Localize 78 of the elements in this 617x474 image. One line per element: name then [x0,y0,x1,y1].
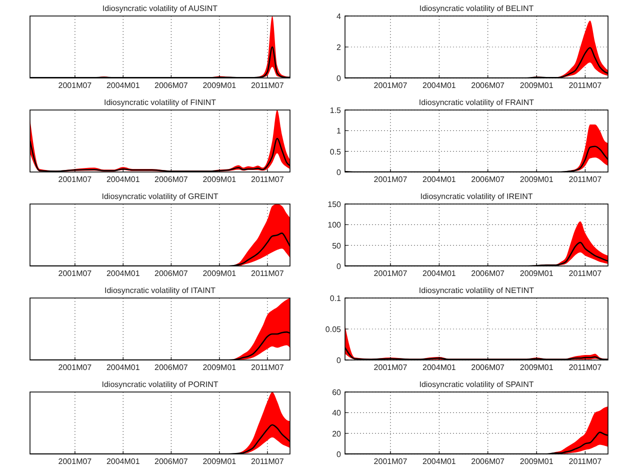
chart-title: Idiosyncratic volatility of IREINT [420,192,533,201]
y-tick-label: 0.5 [330,147,342,156]
x-tick-label: 2006M07 [154,457,188,466]
x-tick-label: 2009M01 [202,269,237,278]
x-tick-label: 2011M07 [568,81,602,90]
chart-title: Idiosyncratic volatility of AUSINT [102,4,218,13]
x-tick-label: 2006M07 [471,81,506,90]
x-tick-label: 2006M07 [471,457,506,466]
y-tick-label: 1.5 [330,106,342,115]
y-tick-label: 0 [336,262,342,271]
x-tick-label: 2011M07 [251,457,284,466]
x-tick-label: 2006M07 [154,363,188,372]
y-tick-label: 0 [336,74,342,83]
y-tick-label: 0.05 [325,325,342,334]
y-tick-label: 0 [336,356,342,365]
x-tick-label: 2004M01 [106,269,140,278]
x-tick-label: 2001M07 [58,269,92,278]
y-tick-label: 4 [336,12,342,21]
x-tick-label: 2009M01 [202,363,237,372]
x-tick-label: 2001M07 [374,81,408,90]
y-tick-label: 0 [336,168,342,177]
x-tick-label: 2011M07 [568,175,602,184]
x-tick-label: 2001M07 [58,363,92,372]
chart-title: Idiosyncratic volatility of FININT [104,98,216,107]
chart-title: Idiosyncratic volatility of PORINT [102,380,218,389]
x-tick-label: 2004M01 [422,269,456,278]
x-tick-label: 2004M01 [106,81,140,90]
y-tick-label: 0.1 [330,294,342,303]
x-tick-label: 2009M01 [520,175,554,184]
y-tick-label: 60 [332,388,342,397]
x-tick-label: 2001M07 [374,457,408,466]
x-tick-label: 2006M07 [154,175,188,184]
x-tick-label: 2011M07 [568,269,602,278]
x-tick-label: 2001M07 [58,457,92,466]
x-tick-label: 2001M07 [58,175,92,184]
x-tick-label: 2006M07 [471,175,506,184]
y-tick-label: 0 [336,450,342,459]
chart-title: Idiosyncratic volatility of NETINT [418,286,534,295]
x-tick-label: 2004M01 [422,175,456,184]
x-tick-label: 2009M01 [202,175,237,184]
x-tick-label: 2011M07 [568,363,602,372]
y-tick-label: 100 [328,220,342,230]
x-tick-label: 2004M01 [422,81,456,90]
x-tick-label: 2004M01 [106,363,140,372]
x-tick-label: 2009M01 [520,269,554,278]
x-tick-label: 2009M01 [202,81,237,90]
x-tick-label: 2006M07 [471,269,506,278]
chart-title: Idiosyncratic volatility of SPAINT [419,380,534,389]
x-tick-label: 2009M01 [520,363,554,372]
x-tick-label: 2001M07 [374,363,408,372]
y-tick-label: 50 [332,241,342,250]
x-tick-label: 2004M01 [106,457,140,466]
y-tick-label: 2 [336,43,342,52]
y-tick-label: 1 [336,126,342,136]
x-tick-label: 2004M01 [422,457,456,466]
x-tick-label: 2006M07 [471,363,506,372]
chart-title: Idiosyncratic volatility of FRAINT [418,98,534,107]
x-tick-label: 2006M07 [154,81,188,90]
x-tick-label: 2011M07 [251,81,284,90]
x-tick-label: 2001M07 [374,175,408,184]
x-tick-label: 2009M01 [202,457,237,466]
x-tick-label: 2004M01 [106,175,140,184]
y-tick-label: 20 [332,429,342,438]
x-tick-label: 2001M07 [374,269,408,278]
x-tick-label: 2011M07 [251,363,284,372]
x-tick-label: 2011M07 [251,175,284,184]
x-tick-label: 2001M07 [58,81,92,90]
x-tick-label: 2009M01 [520,457,554,466]
chart-title: Idiosyncratic volatility of GREINT [102,192,218,201]
x-tick-label: 2011M07 [251,269,284,278]
x-tick-label: 2009M01 [520,81,554,90]
chart-title: Idiosyncratic volatility of BELINT [419,4,534,13]
x-tick-label: 2011M07 [568,457,602,466]
x-tick-label: 2004M01 [422,363,456,372]
y-tick-label: 40 [332,408,342,418]
y-tick-label: 150 [328,200,342,209]
chart-title: Idiosyncratic volatility of ITAINT [104,286,216,295]
x-tick-label: 2006M07 [154,269,188,278]
